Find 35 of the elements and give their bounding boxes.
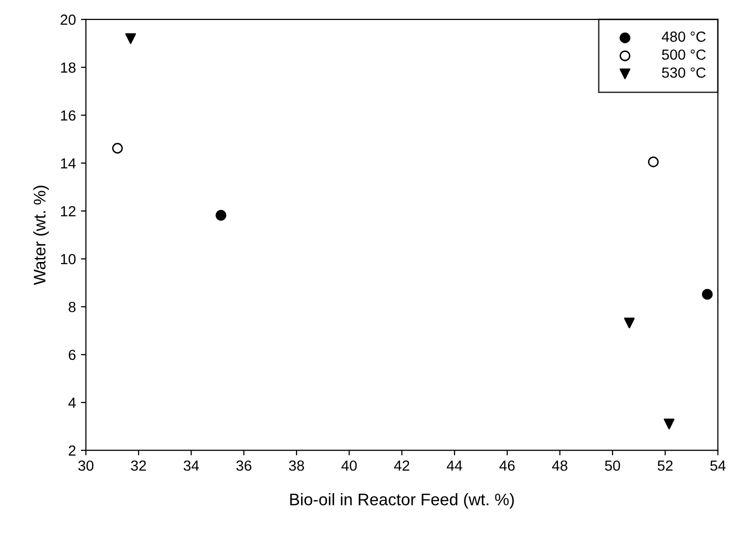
x-tick-label: 50 [604,460,620,471]
x-tick-label: 38 [288,460,304,471]
y-tick-label: 16 [61,110,76,121]
point [702,288,713,300]
y-tick-label: 14 [61,158,76,168]
x-tick-label: 46 [499,460,515,471]
point [216,210,226,221]
y-tick-label: 6 [68,350,76,360]
y-tick-label: 4 [68,398,76,408]
point [624,318,635,328]
y-tick-label: 10 [61,254,76,264]
x-tick-label: 44 [446,460,462,471]
legend-label: 480 °C [662,32,706,42]
x-axis-title: Bio-oil in Reactor Feed (wt. %) [290,493,514,509]
x-tick-label: 48 [552,460,568,471]
legend-label: 500 °C [662,49,706,60]
y-axis-title: Water (wt. %) [33,186,49,285]
y-tick-label: 12 [61,206,76,216]
y-tick-label: 2 [68,445,76,456]
x-tick-label: 30 [78,460,94,471]
point [112,142,123,154]
y-tick-label: 18 [61,62,76,73]
legend-label: 530 °C [662,67,706,78]
x-tick-label: 40 [341,460,357,471]
y-tick-label: 20 [60,14,76,25]
point [664,418,674,430]
x-tick-label: 54 [710,460,726,471]
x-tick-label: 42 [394,460,410,471]
x-tick-label: 32 [130,460,146,471]
x-tick-label: 52 [658,460,673,471]
point [648,156,659,168]
y-tick-label: 8 [68,302,76,312]
x-tick-label: 34 [184,460,199,471]
point [125,33,136,44]
x-tick-label: 36 [236,460,252,471]
